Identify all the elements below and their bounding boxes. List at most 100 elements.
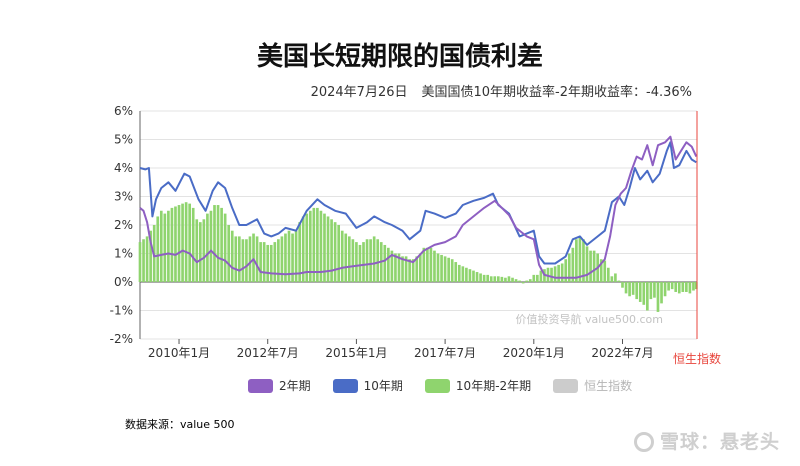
spread-bar [514, 279, 518, 282]
spread-bar [145, 236, 149, 282]
spread-bar [479, 273, 482, 282]
spread-value: 美国国债10年期收益率-2年期收益率：-4.36% [421, 85, 693, 100]
spread-bar [167, 210, 170, 282]
spread-bar [486, 274, 490, 282]
spread-bar [422, 247, 426, 282]
x-tick-label: 2012年7月 [237, 346, 299, 360]
spread-bar [415, 256, 419, 282]
spread-bar [333, 222, 337, 282]
spread-bar [369, 239, 372, 282]
spread-bar [635, 282, 639, 300]
spread-bar [450, 259, 454, 282]
spread-bar [489, 276, 493, 282]
chart-watermark: 价值投资导航 value500.com [515, 312, 663, 326]
spread-bar [355, 242, 358, 282]
spread-bar [649, 282, 653, 300]
spread-bar [170, 207, 174, 282]
spread-bar [284, 233, 287, 282]
spread-bar [280, 236, 284, 282]
spread-bar [266, 244, 270, 282]
spread-bar [582, 239, 585, 282]
spread-bar [159, 210, 163, 282]
legend-swatch-spread [424, 378, 450, 393]
spread-bar [401, 256, 404, 282]
spread-bar [496, 276, 500, 282]
legend-item-10y[interactable]: 10年期 [332, 377, 403, 394]
spread-bar [191, 207, 195, 282]
spread-bar [174, 206, 177, 282]
spread-bar [670, 282, 674, 290]
spread-bar [603, 260, 607, 282]
spread-bar [447, 257, 450, 282]
spread-bar [660, 282, 663, 304]
x-tick-label: 2020年1月 [503, 346, 565, 360]
spread-bar [259, 242, 262, 282]
y-tick-label: 4% [114, 161, 133, 175]
spread-bar [340, 230, 344, 282]
legend-swatch-2y [248, 378, 273, 393]
spread-bar [617, 280, 621, 282]
legend-label-2y: 2年期 [279, 379, 311, 393]
spread-bar [638, 282, 642, 302]
spread-bar [177, 205, 181, 282]
spread-bar [326, 216, 330, 282]
spread-bar [567, 253, 571, 282]
spread-bar [223, 213, 227, 282]
spread-bar [426, 247, 429, 282]
spread-bar [564, 259, 568, 282]
legend-swatch-10y [332, 378, 358, 393]
legend-label-hsi: 恒生指数 [584, 379, 633, 393]
legend-item-spread[interactable]: 10年期-2年期 [424, 377, 531, 394]
spread-bar [653, 282, 656, 298]
series-line-10y [139, 141, 697, 265]
spread-bar [390, 250, 394, 282]
x-tick-label: 2017年7月 [414, 346, 476, 360]
spread-bar [262, 242, 266, 282]
spread-bar [610, 276, 614, 282]
spread-bar [195, 219, 199, 282]
spread-bar [507, 276, 511, 282]
spread-bar [319, 210, 323, 282]
spread-bar [429, 247, 433, 282]
spread-bar [255, 236, 259, 282]
spread-bar [418, 253, 422, 282]
spread-bar [216, 205, 220, 282]
legend-swatch-hsi [553, 378, 579, 393]
spread-bar [188, 203, 191, 282]
spread-bar [330, 219, 333, 282]
spread-bar [536, 274, 539, 282]
spread-bar [163, 213, 167, 282]
spread-bar [592, 250, 596, 282]
legend-label-10y: 10年期 [363, 379, 403, 393]
spread-bar [677, 282, 681, 294]
y-tick-label: 3% [114, 190, 133, 204]
legend-item-2y[interactable]: 2年期 [248, 377, 311, 394]
spread-bar [493, 276, 497, 282]
spread-bar [230, 230, 234, 282]
spread-bar [365, 239, 369, 282]
spread-bar [301, 216, 305, 282]
spread-bar [181, 203, 184, 282]
spread-bar [681, 282, 685, 292]
spread-bar [674, 282, 678, 292]
spread-bar [209, 210, 213, 282]
spread-bar [457, 264, 461, 282]
spread-bar [560, 263, 564, 282]
spread-bar [504, 277, 507, 282]
spread-bar [553, 266, 557, 282]
spread-bar [521, 282, 525, 284]
spread-bar [241, 239, 245, 282]
spread-bar [234, 236, 238, 282]
legend-item-hsi[interactable]: 恒生指数 [553, 377, 632, 394]
spread-bar [440, 254, 443, 282]
spread-bar [394, 253, 397, 282]
spread-bar [433, 250, 436, 282]
y-tick-label: -1% [110, 304, 133, 318]
spread-bar [667, 282, 670, 291]
spread-bar [532, 274, 536, 282]
spread-bar [269, 244, 273, 282]
spread-bar [585, 246, 589, 282]
spread-bar [184, 202, 188, 282]
spread-bar [220, 207, 223, 282]
